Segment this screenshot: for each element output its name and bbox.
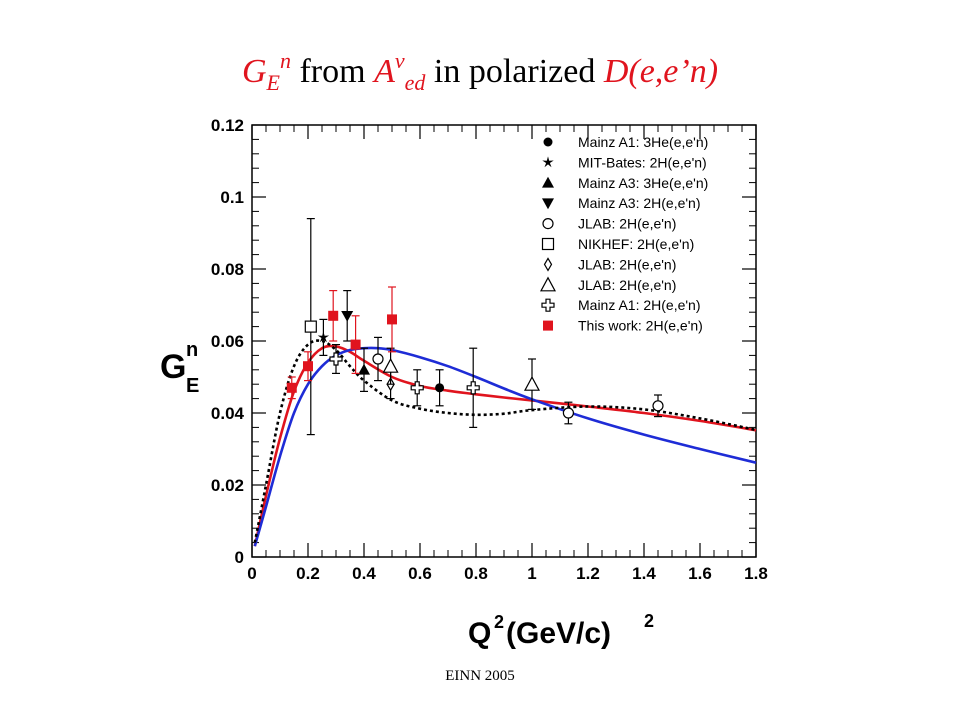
theory-curve-3 xyxy=(253,339,757,543)
data-point xyxy=(350,339,361,350)
x-axis-title: Q 2 (GeV/c) 2 xyxy=(468,611,654,650)
series-8 xyxy=(382,347,541,410)
y-axis-title-sub: E xyxy=(186,375,199,397)
x-tick-label: 1.8 xyxy=(744,564,768,583)
x-tick-label: 0.4 xyxy=(352,564,376,583)
data-point xyxy=(303,361,313,372)
points-layer xyxy=(286,218,664,436)
data-point xyxy=(466,381,480,395)
data-point xyxy=(372,353,384,365)
series-2 xyxy=(317,318,330,356)
x-axis-title-units: (GeV/c) xyxy=(506,617,611,650)
series-5 xyxy=(372,336,664,425)
footer-label: EINN 2005 xyxy=(445,668,515,684)
legend-label: This work: 2H(e,e'n) xyxy=(578,318,703,334)
legend-label: Mainz A1: 3He(e,e'n) xyxy=(578,134,708,150)
curves-layer xyxy=(253,339,757,547)
title-in-polarized: in polarized xyxy=(425,53,604,90)
theory-curve-1 xyxy=(253,344,757,547)
data-point xyxy=(328,310,339,321)
data-point xyxy=(410,381,424,395)
legend-label: JLAB: 2H(e,e'n) xyxy=(578,216,676,232)
x-tick-label: 1.4 xyxy=(632,564,656,583)
legend-marker xyxy=(541,237,555,251)
y-axis-title-base: G xyxy=(160,348,186,386)
title-n-superscript: n xyxy=(279,48,291,73)
data-point xyxy=(329,352,343,366)
data-point xyxy=(435,383,445,393)
y-tick-label: 0 xyxy=(235,548,244,567)
data-point xyxy=(382,357,399,373)
legend-label: Mainz A3: 3He(e,e'n) xyxy=(578,175,708,191)
x-tick-label: 0.8 xyxy=(464,564,488,583)
series-4 xyxy=(341,290,354,342)
series-3 xyxy=(358,347,370,392)
slide-title: GEn from Aved in polarized D(e,e’n) xyxy=(0,48,960,96)
legend-marker xyxy=(542,218,554,230)
x-tick-label: 1 xyxy=(527,564,536,583)
x-axis-title-base: Q xyxy=(468,617,491,650)
data-point xyxy=(387,314,397,325)
legend-label: JLAB: 2H(e,e'n) xyxy=(578,277,676,293)
data-point xyxy=(358,363,370,375)
data-point xyxy=(286,382,297,393)
series-10 xyxy=(286,286,397,400)
x-axis-title-sup2: 2 xyxy=(644,611,654,631)
title-e-subscript: E xyxy=(266,70,280,95)
legend-marker xyxy=(543,320,553,331)
title-a: A xyxy=(374,53,395,90)
x-tick-label: 0 xyxy=(247,564,256,583)
x-tick-label: 0.6 xyxy=(408,564,432,583)
y-tick-label: 0.02 xyxy=(211,476,244,495)
legend-marker xyxy=(542,198,554,210)
y-tick-label: 0.1 xyxy=(220,188,244,207)
x-tick-label: 0.2 xyxy=(296,564,320,583)
legend-marker xyxy=(543,137,553,147)
data-point xyxy=(317,331,330,343)
y-tick-label: 0.04 xyxy=(211,404,245,423)
title-ed-subscript: ed xyxy=(404,70,426,95)
theory-curve-2 xyxy=(253,346,757,547)
legend-label: Mainz A3: 2H(e,e'n) xyxy=(578,195,701,211)
data-point xyxy=(341,311,354,322)
x-tick-label: 1.6 xyxy=(688,564,712,583)
series-6 xyxy=(304,218,317,436)
title-reaction: D(e,e’n) xyxy=(603,53,719,90)
legend-label: MIT-Bates: 2H(e,e'n) xyxy=(578,154,707,170)
y-tick-label: 0.06 xyxy=(211,332,244,351)
legend-label: JLAB: 2H(e,e'n) xyxy=(578,256,676,272)
y-tick-label: 0.08 xyxy=(211,260,244,279)
ticks-layer: 0 0.2 0.4 0.6 0.8 1 1.2 1.4 1.6 1.8 0 0.02 0.04 0.06 0… xyxy=(211,116,768,583)
x-axis-title-sup1: 2 xyxy=(494,612,504,632)
title-from: from xyxy=(290,53,375,90)
legend-marker xyxy=(543,257,553,272)
data-point xyxy=(562,407,575,419)
legend-label: Mainz A1: 2H(e,e'n) xyxy=(578,297,701,313)
data-point xyxy=(304,320,317,333)
title-g: G xyxy=(241,53,267,90)
data-point xyxy=(523,375,541,391)
x-tick-label: 1.2 xyxy=(576,564,600,583)
legend-marker xyxy=(542,176,554,188)
data-point xyxy=(652,400,664,412)
title-v-superscript: v xyxy=(394,48,405,73)
legend-label: NIKHEF: 2H(e,e'n) xyxy=(578,236,694,252)
legend-marker xyxy=(542,156,554,168)
series-9 xyxy=(329,344,480,428)
legend-marker xyxy=(541,298,555,312)
y-tick-label: 0.12 xyxy=(211,116,244,135)
y-axis-title-sup: n xyxy=(186,339,198,361)
series-1 xyxy=(435,369,445,407)
y-axis-title: G E n xyxy=(160,339,199,397)
legend-marker xyxy=(539,276,557,292)
legend: Mainz A1: 3He(e,e'n) MIT-Bates: 2H(e,e'n)… xyxy=(539,134,708,334)
